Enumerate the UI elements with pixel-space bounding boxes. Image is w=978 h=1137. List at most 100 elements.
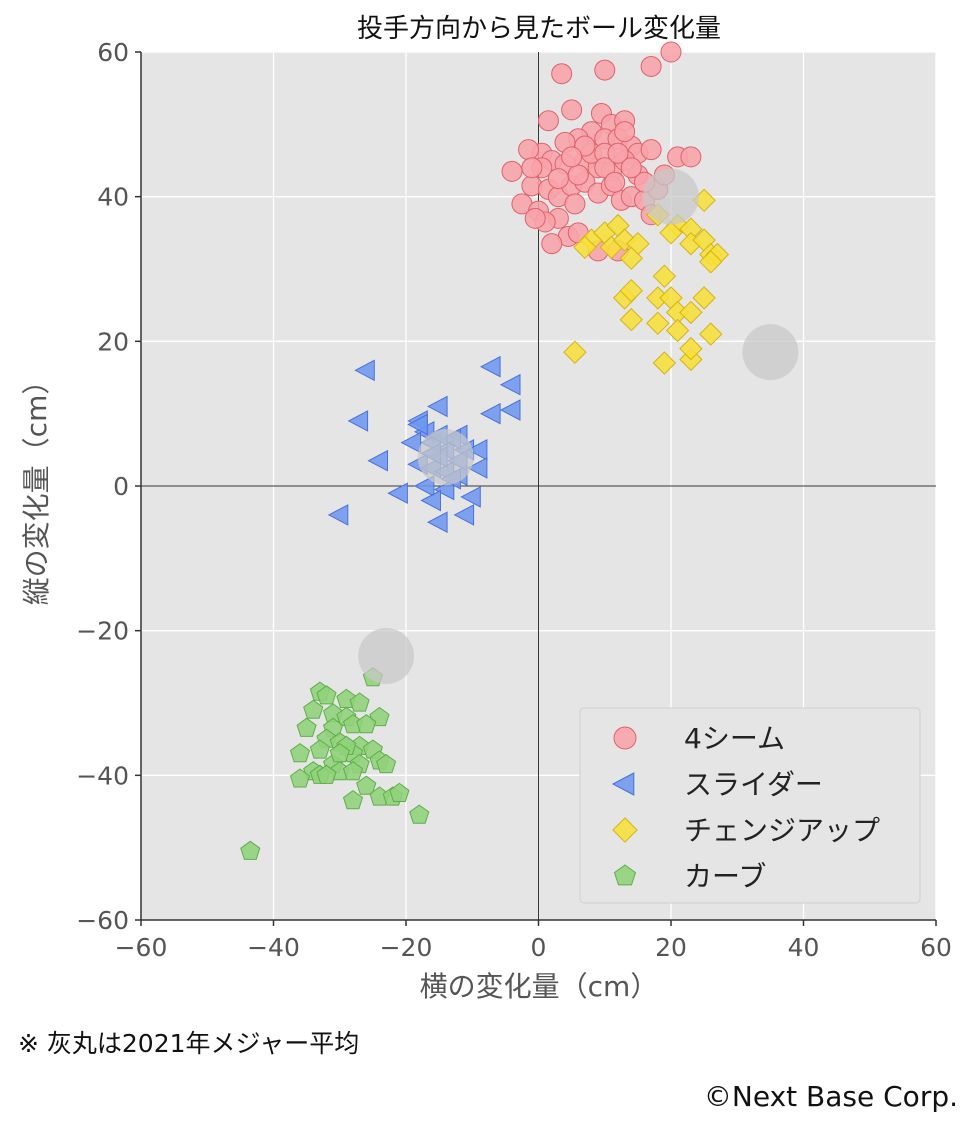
data-point [640, 139, 662, 161]
data-point [296, 717, 317, 737]
axes: −60 −40 −20 0 20 40 60 60 40 20 0 −20 −40 −60 [76, 38, 952, 962]
scatter-points [240, 41, 799, 860]
data-point [289, 742, 311, 763]
data-point [604, 171, 626, 193]
data-point [692, 286, 716, 310]
data-point [367, 449, 388, 472]
data-point [594, 157, 616, 179]
data-point [646, 311, 670, 336]
x-tick-label: 0 [531, 933, 547, 962]
data-point [389, 782, 410, 802]
data-point [347, 410, 369, 432]
legend-box [579, 707, 921, 904]
data-point [501, 160, 523, 182]
data-point [660, 41, 682, 63]
data-point [652, 264, 677, 288]
average-marker [358, 627, 415, 684]
x-axis-label: 横の変化量（cm） [420, 970, 659, 1003]
y-tick-label: −40 [76, 761, 129, 790]
data-point [561, 146, 583, 168]
average-marker [417, 429, 474, 486]
data-point [480, 355, 501, 378]
chart-title: 投手方向から見たボール変化量 [357, 14, 721, 44]
data-point [619, 278, 644, 303]
data-point [303, 699, 324, 719]
data-point [561, 99, 583, 121]
average-marker [742, 324, 799, 381]
data-point [541, 233, 563, 255]
y-tick-label: −20 [76, 617, 129, 646]
data-point [342, 761, 364, 781]
data-point [524, 207, 546, 229]
data-point [427, 395, 448, 418]
data-point [680, 146, 702, 168]
y-tick-label: 0 [113, 472, 129, 501]
y-axis-label: 縦の変化量（cm） [20, 367, 53, 606]
data-point [652, 351, 677, 375]
data-point [387, 482, 408, 505]
data-point [356, 775, 377, 795]
data-point [409, 804, 430, 824]
data-point [427, 511, 448, 534]
legend-marker [612, 817, 638, 843]
legend-label: チェンジアップ [684, 814, 880, 847]
footnote: ※ 灰丸は2021年メジャー平均 [18, 1029, 360, 1058]
data-point [665, 318, 690, 343]
data-point [563, 340, 587, 364]
data-point [289, 768, 311, 788]
data-point [551, 63, 573, 85]
data-point [679, 300, 703, 325]
data-point [349, 692, 370, 712]
data-point [356, 714, 377, 734]
data-point [342, 789, 364, 810]
data-point [453, 504, 475, 526]
y-tick-label: −60 [76, 906, 129, 935]
credit: ©Next Base Corp. [703, 1080, 958, 1113]
legend-marker [613, 864, 637, 886]
data-point [499, 373, 521, 396]
legend-label: スライダー [684, 768, 823, 801]
x-tick-label: 60 [920, 933, 952, 962]
legend-label: 4シーム [684, 722, 785, 755]
data-point [564, 193, 586, 215]
y-tick-label: 20 [97, 327, 129, 356]
data-point [327, 504, 349, 526]
data-point [420, 489, 441, 512]
data-point [699, 250, 723, 274]
data-point [679, 336, 703, 361]
legend-label: カーブ [684, 860, 766, 893]
data-point [521, 157, 543, 179]
data-point [619, 246, 644, 270]
data-point [240, 840, 261, 860]
x-tick-label: −20 [380, 933, 433, 962]
x-tick-label: 40 [788, 933, 820, 962]
x-tick-label: −40 [247, 933, 300, 962]
data-point [413, 475, 435, 497]
data-point [354, 359, 375, 382]
data-point [466, 438, 488, 461]
x-tick-label: 20 [655, 933, 687, 962]
data-point [567, 164, 589, 186]
data-point [594, 59, 616, 81]
data-point [329, 742, 350, 763]
data-point [619, 307, 644, 332]
average-marker [643, 168, 699, 225]
data-point [620, 157, 642, 179]
data-point [466, 457, 488, 479]
data-point [376, 753, 397, 774]
data-point [316, 764, 337, 784]
data-point [518, 139, 540, 161]
data-point [537, 110, 559, 132]
data-point [607, 142, 629, 164]
data-point [573, 235, 597, 260]
data-point [316, 685, 337, 705]
data-point [699, 322, 723, 346]
data-point [480, 402, 501, 425]
legend-marker [613, 726, 637, 750]
data-point [499, 399, 521, 421]
x-tick-label: −60 [115, 933, 168, 962]
y-tick-label: 60 [97, 38, 129, 67]
data-point [614, 121, 636, 143]
